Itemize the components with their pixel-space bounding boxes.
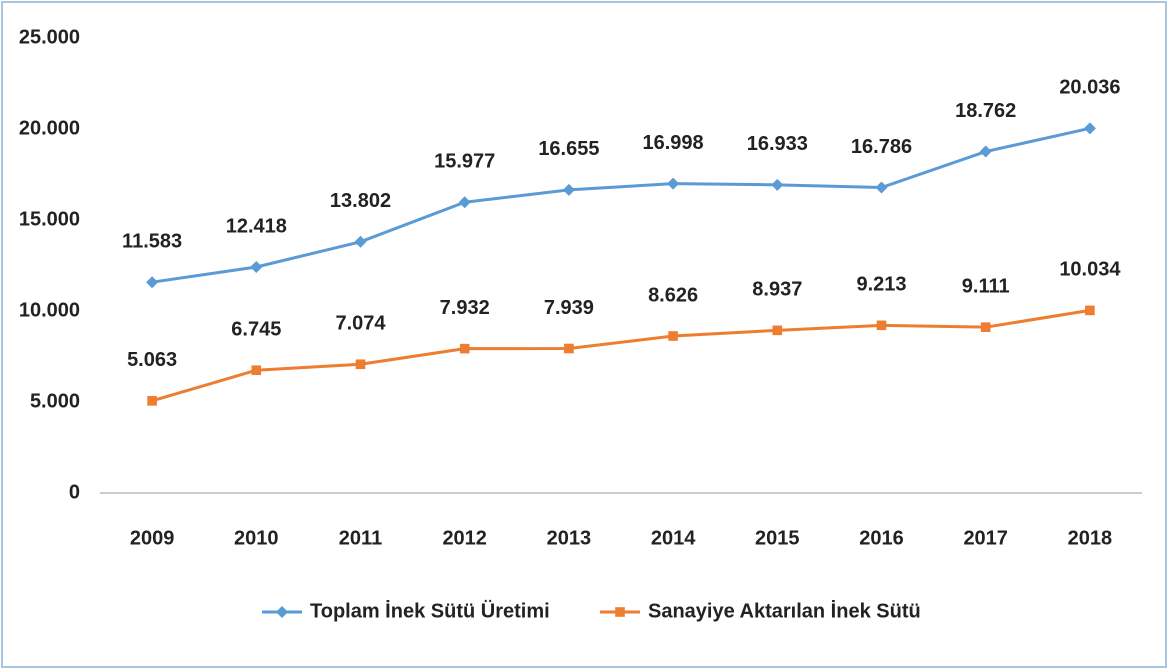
- data-label: 7.939: [544, 297, 594, 319]
- y-tick-label: 20.000: [19, 117, 80, 139]
- legend-marker: [615, 607, 625, 617]
- data-point: [250, 260, 263, 273]
- data-label: 8.626: [648, 284, 698, 306]
- data-label: 9.213: [856, 274, 906, 296]
- data-label: 12.418: [226, 215, 287, 237]
- data-label: 11.583: [122, 230, 182, 252]
- x-tick-label: 2016: [859, 527, 904, 549]
- data-label: 15.977: [434, 150, 495, 172]
- data-label: 7.074: [335, 313, 386, 335]
- data-label: 13.802: [330, 190, 391, 212]
- data-point: [668, 331, 678, 341]
- data-label: 5.063: [127, 349, 177, 371]
- data-point: [667, 177, 680, 190]
- data-label: 20.036: [1059, 77, 1120, 99]
- data-label: 16.786: [851, 136, 912, 158]
- series-line: [151, 308, 1091, 403]
- data-point: [876, 320, 887, 331]
- data-point: [875, 181, 888, 194]
- legend-label: Toplam İnek Sütü Üretimi: [310, 599, 550, 622]
- data-point: [354, 235, 367, 248]
- data-point: [459, 343, 470, 354]
- data-point: [146, 276, 159, 289]
- x-tick-label: 2012: [442, 527, 487, 549]
- data-label: 6.745: [231, 319, 281, 341]
- data-label: 16.998: [643, 132, 704, 154]
- x-tick-label: 2015: [755, 527, 800, 549]
- y-tick-label: 10.000: [19, 299, 80, 321]
- data-point: [458, 196, 471, 209]
- y-tick-label: 15.000: [19, 208, 80, 230]
- data-label: 16.655: [538, 138, 599, 160]
- y-tick-label: 5.000: [30, 390, 80, 412]
- y-tick-label: 0: [69, 481, 80, 503]
- data-label: 9.111: [962, 275, 1010, 297]
- data-label: 18.762: [955, 100, 1016, 122]
- x-tick-label: 2011: [339, 527, 382, 549]
- data-point: [1083, 122, 1096, 135]
- data-point: [564, 343, 574, 354]
- data-point: [355, 359, 366, 370]
- x-tick-label: 2013: [547, 527, 592, 549]
- data-point: [980, 322, 991, 332]
- data-label: 7.932: [440, 297, 490, 319]
- data-point: [1085, 305, 1095, 316]
- x-tick-label: 2014: [651, 527, 696, 549]
- x-tick-label: 2010: [234, 527, 279, 549]
- data-point: [147, 396, 157, 406]
- data-label: 8.937: [752, 279, 802, 301]
- data-point: [251, 365, 262, 376]
- data-point: [979, 145, 992, 158]
- legend-label: Sanayiye Aktarılan İnek Sütü: [648, 599, 921, 622]
- legend-marker: [276, 606, 288, 618]
- data-point: [562, 183, 575, 196]
- y-tick-label: 25.000: [19, 26, 80, 48]
- x-tick-label: 2018: [1068, 527, 1113, 549]
- data-point: [772, 325, 783, 336]
- series-line: [151, 126, 1091, 284]
- data-point: [771, 178, 784, 191]
- data-label: 16.933: [747, 133, 808, 155]
- x-tick-label: 2009: [130, 527, 175, 549]
- data-label: 10.034: [1059, 259, 1121, 281]
- x-tick-label: 2017: [963, 527, 1008, 549]
